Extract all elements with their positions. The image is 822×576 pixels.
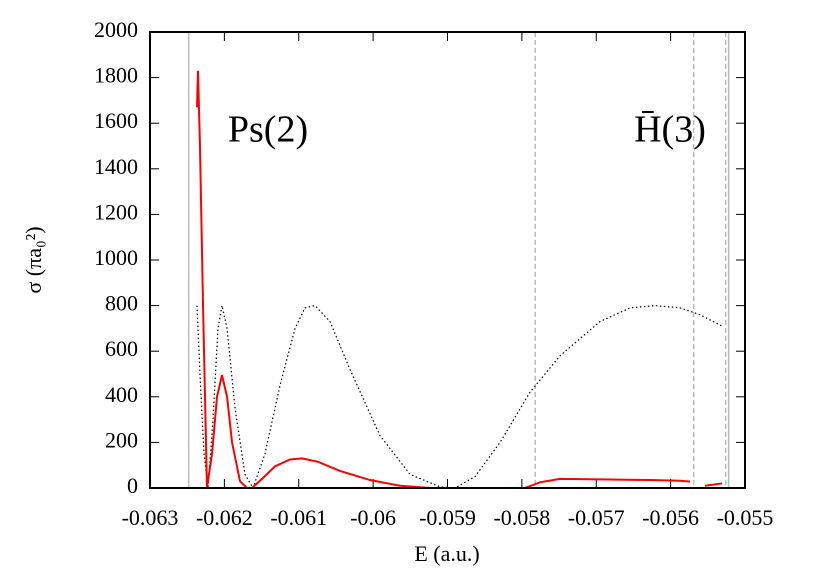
x-axis-label: E (a.u.) (414, 541, 479, 566)
y-tick-label: 1400 (94, 154, 138, 179)
data-line (196, 70, 723, 489)
y-tick-label: 1600 (94, 108, 138, 133)
y-tick-label: 800 (105, 291, 138, 316)
x-tick-label: -0.061 (270, 505, 327, 530)
y-tick-label: 2000 (94, 17, 138, 42)
x-tick-label: -0.063 (122, 505, 179, 530)
x-tick-label: -0.059 (419, 505, 476, 530)
x-tick-label: -0.06 (350, 505, 396, 530)
x-tick-label: -0.055 (717, 505, 774, 530)
x-tick-label: -0.057 (568, 505, 625, 530)
plot-frame (149, 31, 746, 489)
x-tick-label: -0.062 (196, 505, 253, 530)
y-tick-label: 0 (127, 473, 138, 498)
data-line (196, 304, 723, 490)
annotation: Ps(2) (228, 109, 308, 151)
x-tick-label: -0.056 (642, 505, 699, 530)
annotation: H̄(3) (634, 109, 706, 151)
x-tick-label: -0.058 (493, 505, 550, 530)
y-tick-label: 1800 (94, 63, 138, 88)
y-tick-label: 600 (105, 336, 138, 361)
y-tick-label: 1000 (94, 245, 138, 270)
y-tick-label: 400 (105, 382, 138, 407)
y-tick-label: 200 (105, 427, 138, 452)
y-tick-label: 1200 (94, 199, 138, 224)
y-axis-label: σ (πa₀²) (21, 226, 46, 293)
